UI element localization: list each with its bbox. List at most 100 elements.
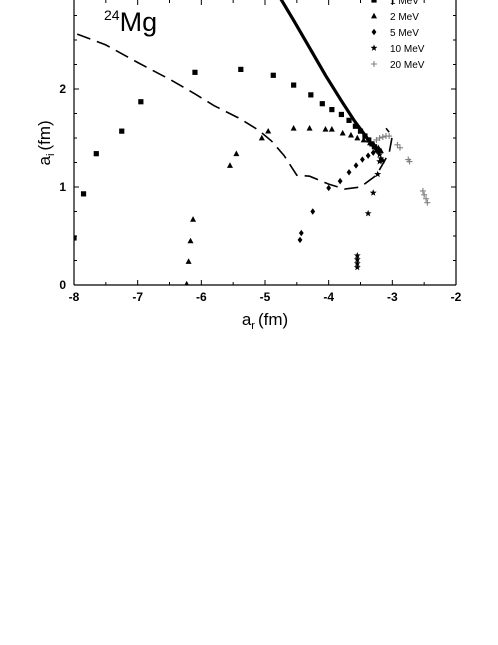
dashed-curve bbox=[76, 33, 394, 190]
nucleus-label: 24Mg bbox=[104, 7, 157, 37]
diamond-marker bbox=[346, 169, 352, 176]
diamond-marker bbox=[297, 236, 303, 244]
y-axis-title-sub: i bbox=[45, 154, 57, 156]
triangle-marker bbox=[328, 125, 335, 132]
legend-label: 20 MeV bbox=[390, 60, 425, 71]
nucleus-symbol: Mg bbox=[120, 7, 158, 37]
legend-marker-triangle bbox=[371, 12, 377, 19]
diamond-marker bbox=[326, 184, 332, 192]
square-marker bbox=[238, 66, 244, 72]
star-marker bbox=[364, 209, 372, 217]
legend-label: 10 MeV bbox=[390, 44, 425, 55]
plus-marker bbox=[394, 141, 401, 148]
star-marker bbox=[376, 157, 384, 165]
series-triangle bbox=[184, 125, 384, 285]
x-tick-label: -5 bbox=[260, 290, 271, 304]
plus-marker bbox=[382, 133, 389, 140]
plus-marker bbox=[405, 156, 412, 163]
diamond-marker bbox=[374, 147, 380, 154]
plus-marker bbox=[373, 136, 380, 143]
triangle-marker bbox=[226, 162, 233, 168]
triangle-marker bbox=[265, 127, 272, 134]
triangle-marker bbox=[290, 125, 297, 131]
triangle-marker bbox=[306, 125, 313, 131]
legend-label: 5 MeV bbox=[390, 28, 419, 39]
triangle-marker bbox=[322, 125, 329, 132]
x-tick-label: -3 bbox=[387, 290, 398, 304]
triangle-marker bbox=[339, 129, 346, 136]
x-tick-label: -4 bbox=[323, 290, 334, 304]
square-marker bbox=[80, 191, 87, 197]
diamond-marker bbox=[353, 162, 359, 169]
triangle-marker bbox=[347, 131, 354, 138]
series-star bbox=[353, 151, 387, 271]
x-axis-title-unit: (fm) bbox=[258, 310, 288, 329]
triangle-marker bbox=[233, 150, 240, 157]
axes: -8 -7 -6 -5 -4 -3 -2 0 1 2 bbox=[59, 0, 462, 304]
diamond-marker bbox=[298, 229, 304, 237]
square-marker bbox=[138, 99, 144, 105]
triangle-marker bbox=[367, 139, 374, 146]
triangle-marker bbox=[184, 280, 189, 285]
square-marker bbox=[74, 235, 77, 241]
plus-marker bbox=[376, 135, 383, 141]
y-tick-label: 0 bbox=[59, 278, 66, 292]
legend-label: 2 MeV bbox=[390, 12, 419, 23]
diamond-marker bbox=[337, 177, 343, 185]
x-tick-label: -6 bbox=[196, 290, 207, 304]
star-marker bbox=[353, 252, 361, 259]
star-marker bbox=[353, 255, 361, 263]
star-marker bbox=[377, 154, 385, 162]
y-axis-title: ai (fm) bbox=[35, 120, 57, 165]
square-marker bbox=[329, 106, 335, 113]
legend-marker-plus bbox=[371, 61, 377, 67]
square-marker bbox=[338, 111, 344, 118]
series-square bbox=[74, 66, 380, 241]
diamond-marker bbox=[360, 156, 365, 163]
x-tick-label: -8 bbox=[69, 290, 80, 304]
x-axis-title: ar (fm) bbox=[242, 310, 288, 332]
plus-marker bbox=[424, 199, 431, 206]
star-marker bbox=[353, 263, 361, 271]
star-marker bbox=[379, 156, 387, 164]
y-axis-title-main: a bbox=[35, 155, 54, 165]
diamond-marker bbox=[365, 152, 371, 159]
triangle-marker bbox=[258, 134, 265, 141]
labels: ar (fm)ai(fm)24Mg bbox=[35, 7, 288, 332]
x-tick-label: -7 bbox=[132, 290, 143, 304]
legend: 1 MeV 2 MeV 5 MeV 10 MeV 20 MeV bbox=[370, 0, 425, 71]
y-tick-label: 1 bbox=[59, 180, 66, 194]
square-marker bbox=[319, 101, 325, 107]
legend-marker-square bbox=[371, 0, 377, 3]
triangle-marker bbox=[360, 136, 367, 143]
square-marker bbox=[93, 151, 99, 157]
square-marker bbox=[192, 69, 198, 75]
square-marker bbox=[357, 128, 364, 134]
square-marker bbox=[346, 117, 352, 123]
plot-area bbox=[74, 0, 431, 285]
plus-marker bbox=[419, 187, 426, 194]
diamond-marker bbox=[370, 149, 376, 156]
legend-marker-diamond bbox=[371, 28, 377, 36]
series-plus bbox=[373, 133, 431, 206]
square-marker bbox=[352, 123, 359, 129]
y-axis-title-unit: (fm) bbox=[35, 120, 54, 150]
triangle-marker bbox=[354, 134, 361, 141]
plus-marker bbox=[421, 191, 428, 198]
triangle-marker bbox=[185, 258, 192, 264]
square-marker bbox=[119, 128, 125, 134]
triangle-marker bbox=[190, 216, 197, 222]
x-tick-label: -2 bbox=[451, 290, 462, 304]
star-marker bbox=[374, 170, 382, 178]
diamond-marker bbox=[310, 208, 316, 215]
y-tick-label: 2 bbox=[59, 82, 66, 96]
x-axis-title-main: a bbox=[242, 310, 252, 329]
legend-label: 1 MeV bbox=[390, 0, 419, 7]
star-marker bbox=[376, 151, 384, 158]
star-marker bbox=[353, 259, 361, 267]
plus-marker bbox=[423, 195, 430, 202]
series-diamond bbox=[297, 147, 380, 244]
square-marker bbox=[270, 72, 276, 78]
square-marker bbox=[291, 82, 297, 88]
